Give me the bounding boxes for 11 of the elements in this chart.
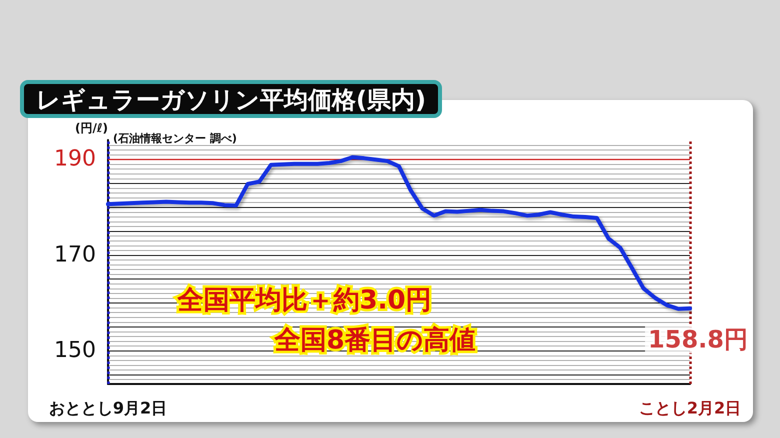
y-tick-label: 190 bbox=[54, 146, 96, 172]
annotation: 全国8番目の高値 bbox=[274, 326, 476, 356]
y-tick-label: 170 bbox=[54, 242, 96, 268]
y-axis-title: (円/ℓ) bbox=[74, 121, 108, 135]
x-tick-label: おととし9月2日 bbox=[48, 398, 168, 418]
y-tick-label: 150 bbox=[54, 338, 96, 364]
x-tick-label: ことし2月2日 bbox=[638, 398, 742, 418]
annotation: (石油情報センター 調べ) bbox=[113, 132, 237, 145]
annotation: 158.8円 bbox=[648, 325, 748, 354]
line-series bbox=[106, 155, 692, 311]
chart-title: レギュラーガソリン平均価格(県内) bbox=[36, 86, 426, 114]
